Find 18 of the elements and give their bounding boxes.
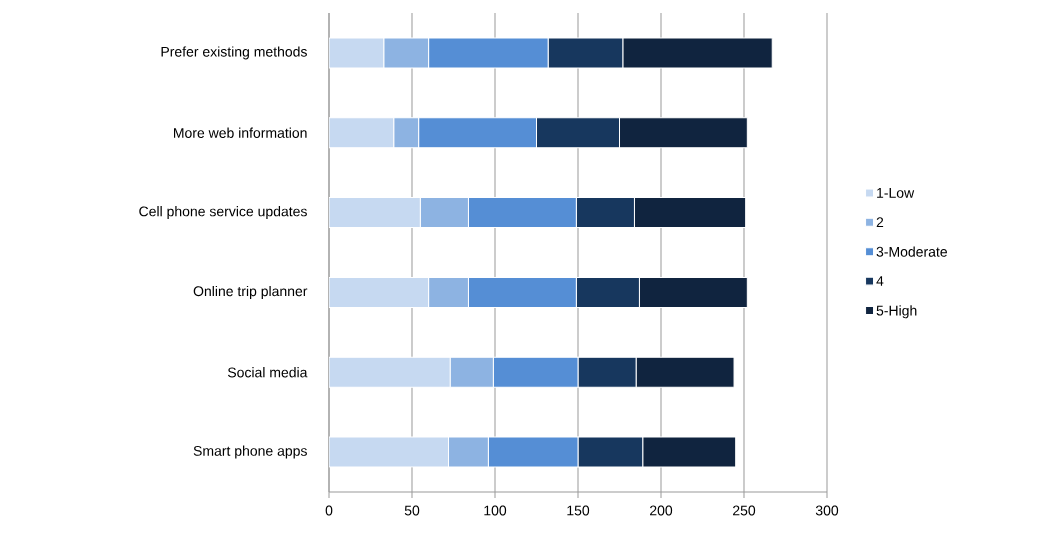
- legend-label: 3-Moderate: [876, 246, 947, 257]
- y-tick-label: Prefer existing methods: [161, 46, 307, 60]
- x-tick-label: 200: [650, 505, 673, 516]
- x-tick-label: 300: [815, 505, 839, 516]
- legend-label: 1-Low: [877, 188, 915, 198]
- legend-label: 5-High: [876, 305, 917, 319]
- x-tick-label: 250: [733, 505, 756, 516]
- y-tick-label: More web information: [174, 127, 307, 138]
- x-tick-label: 50: [404, 505, 420, 516]
- y-tick-label: Cell phone service updates: [139, 206, 307, 220]
- legend-label: 4: [876, 276, 884, 286]
- x-tick-label: 100: [484, 505, 507, 516]
- y-tick-label: Smart phone apps: [193, 445, 307, 459]
- y-tick-label: Social media: [227, 367, 308, 378]
- x-tick-label: 0: [325, 505, 333, 516]
- y-tick-label: Online trip planner: [193, 285, 308, 299]
- legend-label: 2: [876, 217, 884, 227]
- x-tick-label: 150: [567, 505, 590, 516]
